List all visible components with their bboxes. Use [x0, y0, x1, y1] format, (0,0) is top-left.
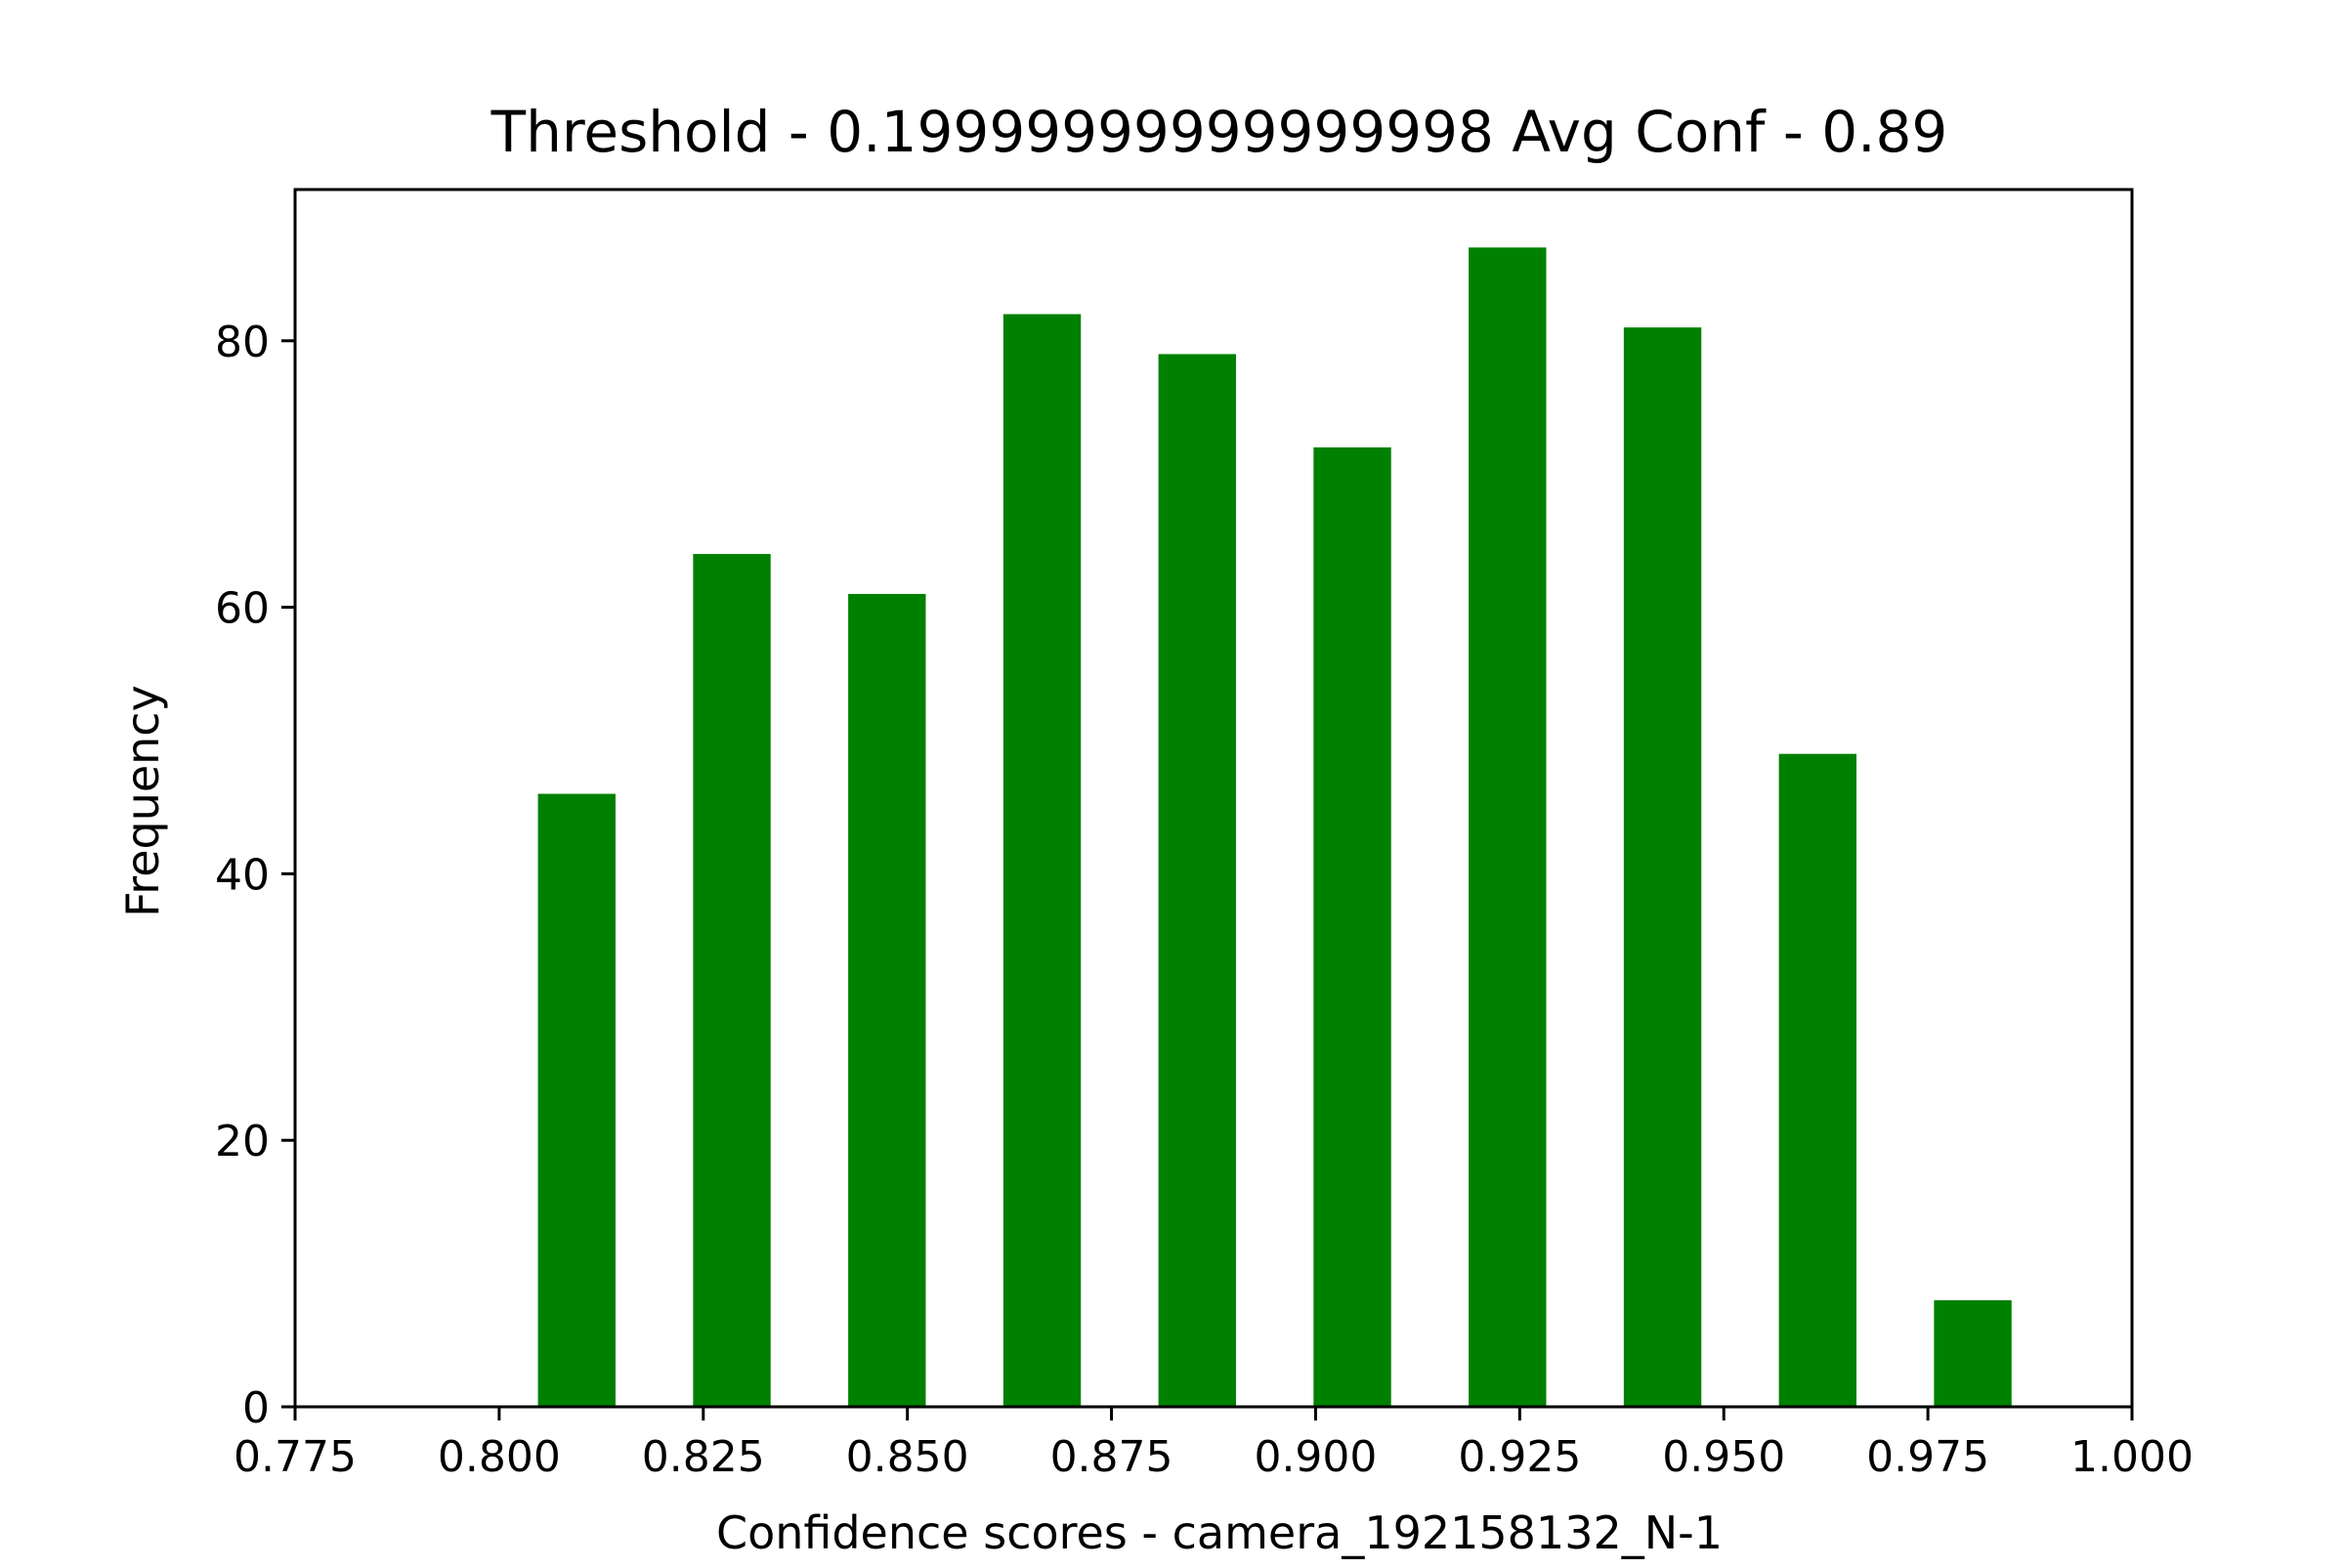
x-tick-label: 0.950: [1662, 1432, 1785, 1482]
x-tick-label: 0.875: [1050, 1432, 1173, 1482]
x-tick-label: 0.850: [846, 1432, 969, 1482]
x-tick-label: 0.775: [234, 1432, 357, 1482]
x-axis-label: Confidence scores - camera_192158132_N-1: [716, 1506, 1723, 1559]
chart-title: Threshold - 0.19999999999999998 Avg Conf…: [490, 99, 1948, 165]
histogram-bar: [1934, 1299, 2012, 1407]
y-tick-label: 20: [215, 1117, 270, 1166]
x-tick-label: 0.825: [642, 1432, 765, 1482]
x-tick-label: 0.900: [1254, 1432, 1377, 1482]
y-tick-label: 60: [215, 584, 270, 634]
y-axis-label: Frequency: [116, 685, 169, 917]
x-tick-label: 1.000: [2070, 1432, 2194, 1482]
histogram-bar: [1002, 314, 1082, 1407]
bars-group: [537, 247, 2012, 1408]
histogram-bar: [537, 793, 616, 1407]
histogram-bar: [693, 554, 771, 1407]
plot-frame: [293, 188, 2134, 1409]
histogram-bar: [1778, 753, 1856, 1407]
histogram-bar: [848, 593, 926, 1407]
y-axis-ticks: 0 20 40 60 80: [215, 318, 295, 1433]
x-tick-label: 0.925: [1458, 1432, 1581, 1482]
y-tick-label: 0: [242, 1383, 270, 1433]
x-tick-label: 0.800: [438, 1432, 561, 1482]
histogram-bar: [1313, 446, 1391, 1407]
histogram-bar: [1469, 247, 1547, 1407]
histogram-bar: [1158, 354, 1236, 1407]
y-tick-label: 80: [215, 318, 270, 367]
x-axis-ticks: 0.775 0.800 0.825 0.850 0.875 0.900 0.925 0.950…: [234, 1407, 2194, 1482]
histogram-bar: [1623, 327, 1702, 1408]
x-tick-label: 0.975: [1866, 1432, 1989, 1482]
y-tick-label: 40: [215, 850, 270, 900]
